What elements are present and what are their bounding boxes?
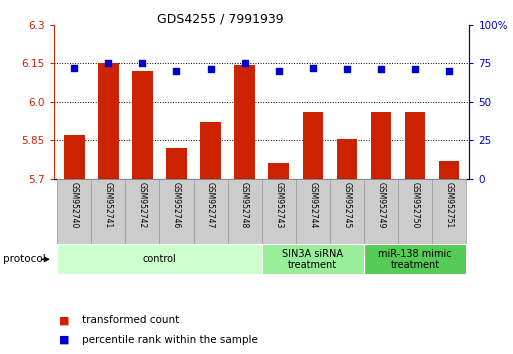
Bar <box>268 164 289 179</box>
Bar <box>432 179 466 246</box>
Point <box>343 67 351 72</box>
Bar <box>166 148 187 179</box>
Bar <box>91 179 125 246</box>
Text: GDS4255 / 7991939: GDS4255 / 7991939 <box>157 12 284 25</box>
Text: GSM952751: GSM952751 <box>444 182 453 228</box>
Text: transformed count: transformed count <box>82 315 180 325</box>
Bar <box>234 64 255 179</box>
Text: GSM952743: GSM952743 <box>274 182 283 229</box>
Point <box>70 65 78 71</box>
Bar <box>125 179 160 246</box>
Bar <box>132 71 153 179</box>
Bar <box>364 179 398 246</box>
Text: protocol: protocol <box>3 254 45 264</box>
Text: GSM952740: GSM952740 <box>70 182 79 229</box>
Point <box>172 68 181 74</box>
Text: ■: ■ <box>59 335 69 345</box>
Text: GSM952747: GSM952747 <box>206 182 215 229</box>
Text: GSM952745: GSM952745 <box>342 182 351 229</box>
Bar <box>364 244 466 274</box>
Bar <box>57 244 262 274</box>
Bar <box>64 135 85 179</box>
Point <box>377 67 385 72</box>
Text: GSM952744: GSM952744 <box>308 182 317 229</box>
Text: GSM952750: GSM952750 <box>410 182 420 229</box>
Bar <box>330 179 364 246</box>
Text: GSM952742: GSM952742 <box>138 182 147 228</box>
Point <box>411 67 419 72</box>
Bar <box>370 112 391 179</box>
Text: GSM952741: GSM952741 <box>104 182 113 228</box>
Bar <box>193 179 228 246</box>
Bar <box>262 179 295 246</box>
Bar <box>57 179 91 246</box>
Text: percentile rank within the sample: percentile rank within the sample <box>82 335 258 345</box>
Bar <box>337 139 357 179</box>
Text: GSM952748: GSM952748 <box>240 182 249 228</box>
Bar <box>228 179 262 246</box>
Bar <box>262 244 364 274</box>
Bar <box>160 179 193 246</box>
Bar <box>398 179 432 246</box>
Bar <box>295 179 330 246</box>
Text: ■: ■ <box>59 315 69 325</box>
Point <box>206 67 214 72</box>
Text: GSM952746: GSM952746 <box>172 182 181 229</box>
Bar <box>405 112 425 179</box>
Point <box>104 61 112 66</box>
Text: SIN3A siRNA
treatment: SIN3A siRNA treatment <box>282 249 343 270</box>
Point <box>241 61 249 66</box>
Point <box>274 68 283 74</box>
Text: control: control <box>143 254 176 264</box>
Text: GSM952749: GSM952749 <box>377 182 385 229</box>
Point <box>309 65 317 71</box>
Bar <box>303 112 323 179</box>
Bar <box>439 161 459 179</box>
Bar <box>200 122 221 179</box>
Point <box>139 61 147 66</box>
Bar <box>98 63 119 179</box>
Point <box>445 68 453 74</box>
Text: miR-138 mimic
treatment: miR-138 mimic treatment <box>378 249 452 270</box>
